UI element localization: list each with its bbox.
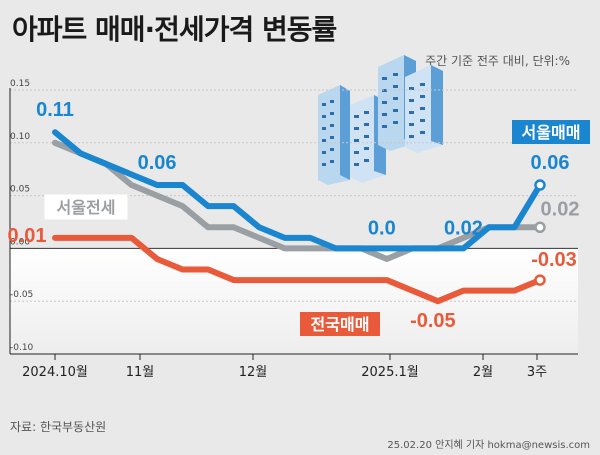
grid [9, 88, 578, 355]
data-label: -0.03 [531, 249, 577, 271]
data-label: -0.05 [410, 310, 456, 332]
series-line-2 [52, 234, 543, 305]
series-tag-label: 서울전세 [57, 198, 116, 217]
x-tick-label: 2024.10월 [22, 365, 88, 380]
y-tick-label: -0.10 [10, 343, 34, 353]
series-tag-box [44, 194, 128, 220]
data-label: 0.11 [36, 99, 74, 121]
y-tick-label: 0.05 [10, 185, 30, 195]
page-title: 아파트 매매·전세가격 변동률 [12, 13, 337, 46]
x-tick-label: 3주 [527, 365, 547, 380]
series-endpoint [534, 274, 546, 286]
series-line-0 [52, 129, 543, 252]
source-note: 자료: 한국부동산원 [10, 420, 107, 434]
x-tick-label: 2월 [473, 365, 493, 380]
series-line-1 [52, 139, 543, 262]
series-endpoint [534, 179, 546, 191]
apartment-building-illustration [318, 55, 443, 185]
y-axis: 0.15 0.10 0.05 0.00 -0.05 -0.10 [10, 79, 34, 353]
data-labels: 0.11 0.06 0.0 0.02 0.06 0.02 0.01 -0.05 -0.03 [8, 99, 580, 332]
y-tick-label: 0.15 [10, 79, 30, 89]
unit-note: 주간 기준 전주 대비, 단위:% [425, 54, 570, 68]
series-endpoint [534, 221, 546, 234]
series-tag-label: 서울매매 [522, 123, 581, 142]
data-label: 0.06 [531, 152, 570, 174]
x-axis: 2024.10월 11월 12월 2025.1월 2월 3주 [22, 354, 547, 380]
series-tag-box [300, 312, 380, 336]
x-tick-label: 2025.1월 [361, 365, 418, 380]
series-lines [52, 129, 546, 305]
data-label: 0.0 [368, 217, 396, 239]
y-tick-label: 0.10 [10, 132, 30, 142]
data-label: 0.02 [444, 217, 483, 239]
series-tag-label: 전국매매 [311, 315, 370, 334]
data-label: 0.02 [541, 198, 580, 220]
x-tick-label: 11월 [126, 365, 155, 380]
y-tick-label: 0.00 [10, 237, 30, 247]
x-tick-label: 12월 [239, 365, 268, 380]
data-label: 0.06 [138, 152, 177, 174]
data-label: 0.01 [8, 225, 47, 247]
y-tick-label: -0.05 [10, 290, 33, 300]
series-tag-box [512, 120, 590, 144]
credit-note: 25.02.20 안지혜 기자 hokma@newsis.com [387, 440, 590, 451]
